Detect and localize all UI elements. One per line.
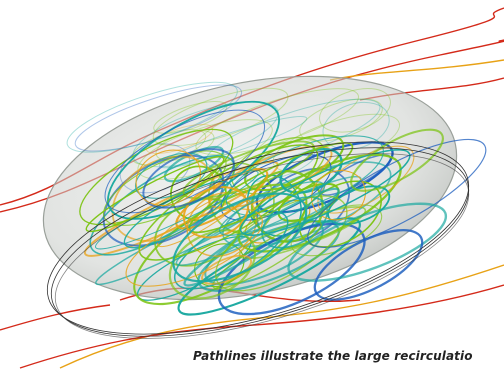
recirculation-pathline bbox=[239, 149, 411, 236]
recirculation-pathline bbox=[212, 220, 322, 290]
recirculation-pathline bbox=[156, 188, 248, 248]
recirculation-pathline bbox=[104, 109, 266, 214]
outer-pathline bbox=[19, 284, 504, 369]
recirculation-pathline bbox=[172, 192, 308, 283]
outer-pathline bbox=[0, 304, 111, 331]
far-side-pathline bbox=[158, 115, 308, 169]
recirculation-pathline bbox=[313, 229, 424, 301]
recirculation-lines bbox=[66, 81, 487, 316]
recirculation-pathline bbox=[201, 254, 253, 285]
far-side-pathline bbox=[66, 81, 238, 153]
recirculation-pathline bbox=[317, 145, 415, 214]
far-side-pathline bbox=[152, 87, 289, 147]
recirculation-pathline bbox=[311, 170, 366, 221]
far-side-pathline bbox=[145, 124, 214, 154]
recirculation-pathline bbox=[168, 229, 257, 300]
recirculation-pathline bbox=[102, 154, 225, 247]
recirculation-pathline bbox=[135, 149, 201, 207]
far-side-pathline bbox=[195, 88, 359, 156]
recirculation-pathline bbox=[287, 202, 448, 282]
recirculation-pathline bbox=[94, 170, 259, 250]
figure-caption: Pathlines illustrate the large recircula… bbox=[193, 349, 473, 363]
recirculation-pathline bbox=[183, 187, 340, 287]
recirculation-pathline bbox=[218, 181, 326, 236]
recirculation-pathline bbox=[194, 243, 245, 288]
far-side-pathline bbox=[319, 88, 391, 133]
outer-pathline bbox=[329, 59, 504, 81]
far-side-pathline bbox=[322, 101, 390, 150]
far-side-pathline bbox=[243, 148, 316, 182]
recirculation-pathline bbox=[350, 128, 444, 192]
recirculation-pathline bbox=[327, 185, 391, 226]
tube-rim bbox=[46, 141, 470, 339]
far-side-pathline bbox=[74, 84, 243, 152]
recirculation-pathline bbox=[237, 153, 402, 253]
recirculation-pathline bbox=[135, 152, 208, 199]
recirculation-pathline bbox=[102, 150, 227, 226]
recirculation-pathline bbox=[261, 196, 329, 249]
recirculation-pathline bbox=[79, 128, 234, 226]
recirculation-pathline bbox=[217, 222, 366, 316]
